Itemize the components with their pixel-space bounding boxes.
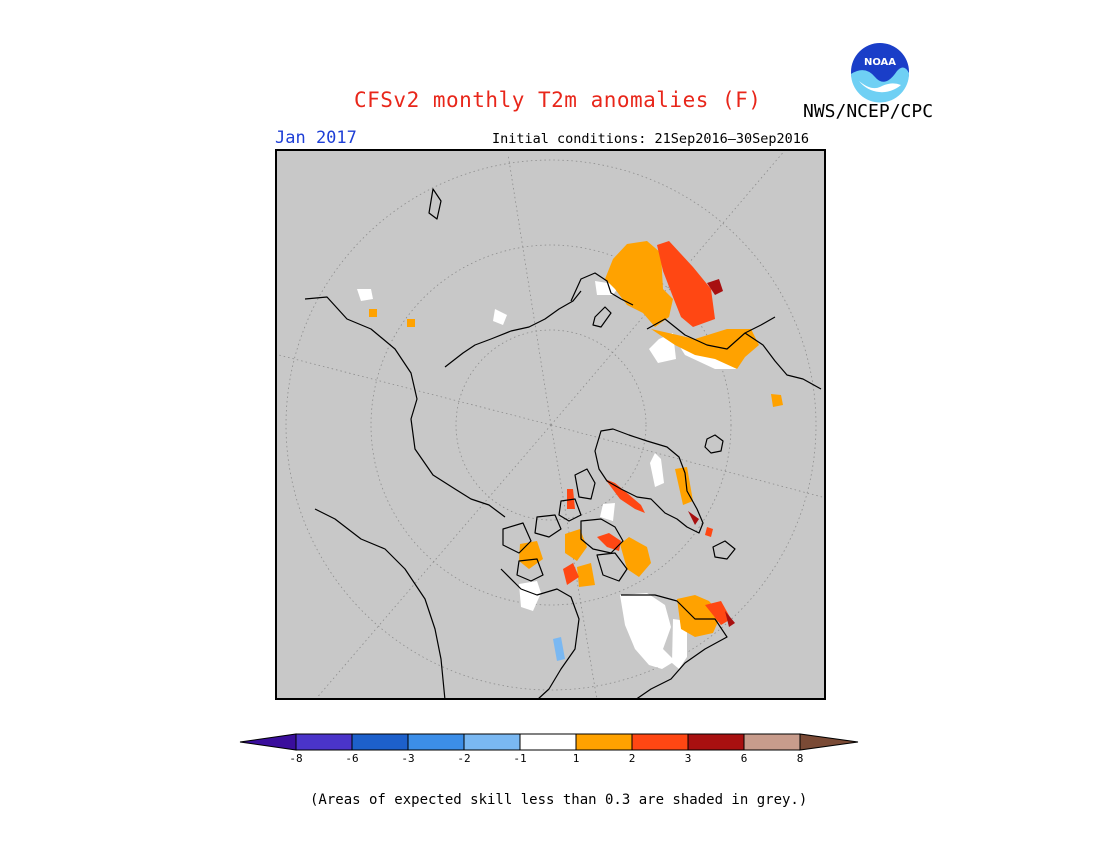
colorbar-tick-label: 6 [741,752,748,765]
colorbar-tick-label: 8 [797,752,804,765]
colorbar-bin [295,733,353,751]
map-title: CFSv2 monthly T2m anomalies (F) [354,88,762,112]
coastlines [304,188,822,700]
colorbar-bin [351,733,409,751]
colorbar-bin [631,733,689,751]
anomaly-lightblue [553,637,565,661]
colorbar-bin [519,733,577,751]
colorbar-bin [687,733,745,751]
colorbar-tick-label: -2 [457,752,470,765]
colorbar-tick-label: 1 [573,752,580,765]
footnote: (Areas of expected skill less than 0.3 a… [310,792,808,808]
map-frame [275,149,826,700]
colorbar-tick-label: -1 [513,752,526,765]
colorbar-bin [743,733,801,751]
colorbar-bin [463,733,521,751]
colorbar-bin [407,733,465,751]
colorbar-tick-label: -3 [401,752,414,765]
forecast-month: Jan 2017 [275,128,357,148]
graticule [275,149,826,700]
colorbar: -8 -6 -3 -2 -1 1 2 3 6 8 [239,733,859,765]
colorbar-tick-label: 2 [629,752,636,765]
anomaly-darkred [688,279,735,627]
colorbar-underflow [239,733,297,751]
initial-conditions: Initial conditions: 21Sep2016–30Sep2016 [492,131,809,147]
anomaly-red [563,241,731,625]
agency-label: NWS/NCEP/CPC [803,101,934,122]
logo-text: NOAA [864,57,896,68]
polar-map [275,149,826,700]
colorbar-bin [575,733,633,751]
noaa-logo: NOAA [850,42,910,103]
colorbar-tick-label: 3 [685,752,692,765]
colorbar-tick-label: -6 [345,752,358,765]
colorbar-overflow [799,733,859,751]
colorbar-tick-label: -8 [289,752,302,765]
